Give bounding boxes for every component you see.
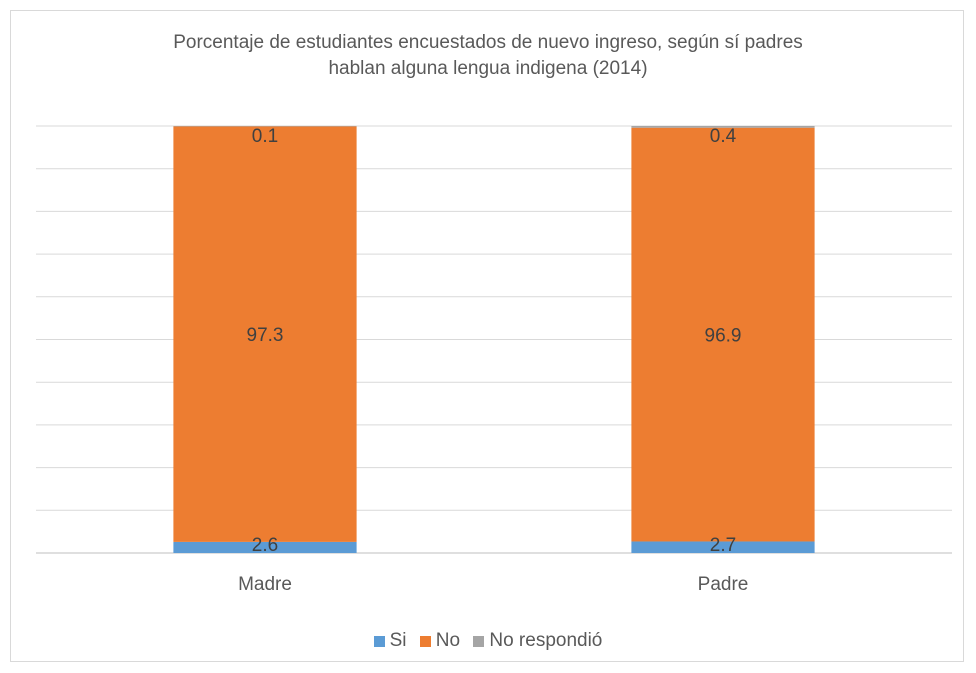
chart-title-line-2: hablan alguna lengua indigena (2014) <box>328 58 648 79</box>
data-label-madre-si: 2.6 <box>252 535 278 556</box>
legend-label-si: Si <box>389 630 407 651</box>
chart-title: Porcentaje de estudiantes encuestados de… <box>0 30 976 82</box>
legend: Si No No respondió <box>0 630 976 653</box>
data-label-padre-si: 2.7 <box>710 535 736 556</box>
legend-swatch-si <box>373 635 385 647</box>
bar-padre-no-respondi- <box>631 126 815 128</box>
legend-item-no: No <box>419 630 461 652</box>
category-label-padre: Padre <box>698 574 749 595</box>
data-label-padre-no-respondi-: 0.4 <box>710 126 737 147</box>
legend-label-no: No <box>435 630 461 651</box>
legend-swatch-no-respondio <box>473 635 485 647</box>
data-label-madre-no: 97.3 <box>247 325 284 346</box>
data-label-padre-no: 96.9 <box>705 326 742 347</box>
chart-title-line-1: Porcentaje de estudiantes encuestados de… <box>173 32 803 53</box>
bar-padre-si <box>631 541 815 553</box>
bar-madre-si <box>173 541 357 553</box>
bar-madre-no <box>173 126 357 542</box>
legend-item-si: Si <box>373 630 407 652</box>
bar-padre-no <box>631 127 815 542</box>
legend-item-no-respondio: No respondió <box>473 630 602 652</box>
category-label-madre: Madre <box>238 574 292 595</box>
legend-swatch-no <box>419 635 431 647</box>
data-label-madre-no-respondi-: 0.1 <box>252 126 278 147</box>
legend-label-no-respondio: No respondió <box>489 630 603 651</box>
